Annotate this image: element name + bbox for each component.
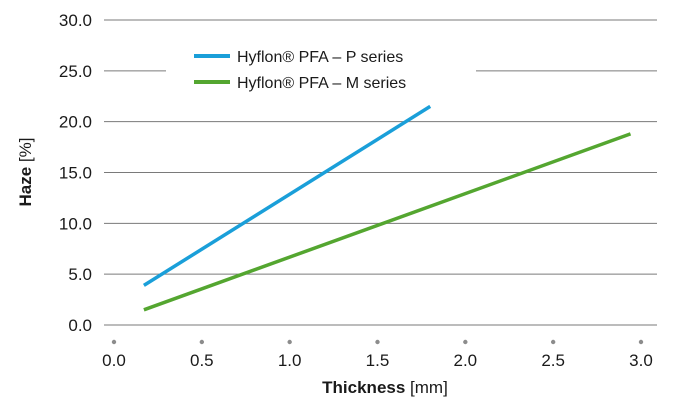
y-tick-label: 5.0	[68, 265, 92, 284]
x-tick-label: 0.5	[190, 351, 214, 370]
x-tick-dot-3	[375, 339, 380, 345]
x-axis-title-bold: Thickness	[322, 378, 405, 397]
legend: Hyflon® PFA – P series Hyflon® PFA – M s…	[166, 40, 476, 94]
x-tick-label: 0.0	[102, 351, 126, 370]
y-tick-label: 0.0	[68, 316, 92, 335]
y-tick-label: 30.0	[59, 11, 92, 30]
x-tick-label: 2.5	[541, 351, 565, 370]
y-tick-label: 10.0	[59, 214, 92, 233]
y-axis-title: Haze [%]	[16, 138, 35, 207]
x-axis-title-unit: [mm]	[410, 378, 448, 397]
legend-label-m-series: Hyflon® PFA – M series	[237, 75, 406, 92]
x-tick-label: 1.0	[278, 351, 302, 370]
y-tick-labels: 0.0 5.0 10.0 15.0 20.0 25.0 30.0	[59, 11, 92, 335]
series-line-1	[143, 132, 632, 312]
x-tick-dot-0	[111, 339, 117, 345]
x-tick-label: 1.5	[366, 351, 390, 370]
y-axis-title-bold: Haze	[16, 167, 35, 207]
y-tick-label: 20.0	[59, 113, 92, 132]
x-tick-dot-6	[638, 339, 644, 345]
x-tick-markers	[111, 339, 644, 345]
x-tick-dot-5	[550, 339, 556, 345]
legend-label-p-series: Hyflon® PFA – P series	[237, 49, 403, 66]
x-tick-dot-1	[199, 339, 205, 345]
x-axis-title: Thickness [mm]	[322, 378, 448, 397]
y-tick-label: 25.0	[59, 62, 92, 81]
x-tick-dot-4	[463, 339, 468, 345]
series-lines	[142, 104, 632, 312]
x-tick-label: 2.0	[454, 351, 478, 370]
x-tick-label: 3.0	[629, 351, 653, 370]
legend-background	[166, 40, 476, 94]
y-axis-title-unit: [%]	[16, 138, 35, 163]
y-tick-label: 15.0	[59, 164, 92, 183]
series-line-0	[142, 104, 432, 287]
x-tick-labels: 0.0 0.5 1.0 1.5 2.0 2.5 3.0	[102, 351, 653, 370]
x-tick-dot-2	[287, 339, 292, 345]
